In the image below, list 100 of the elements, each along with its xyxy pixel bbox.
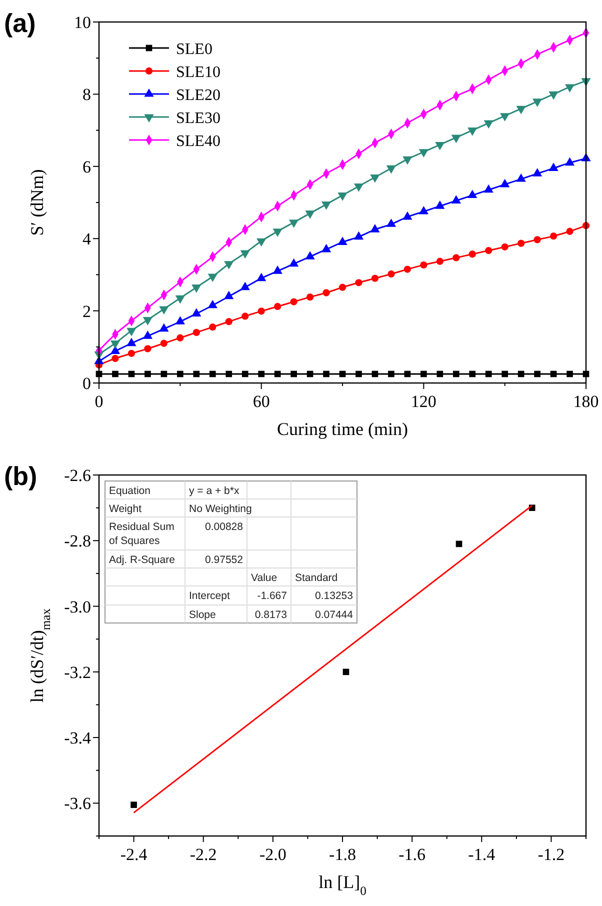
point xyxy=(468,250,476,258)
chart-title: (a) xyxy=(4,8,36,38)
point xyxy=(566,228,574,235)
point xyxy=(288,220,299,228)
point xyxy=(128,350,136,357)
y-tick-label: 10 xyxy=(74,13,91,32)
annotation: Value xyxy=(251,572,278,584)
legend-label: SLE0 xyxy=(176,41,212,58)
point xyxy=(323,370,330,378)
point xyxy=(290,370,297,378)
point xyxy=(404,370,411,378)
y-tick-label: -3.4 xyxy=(64,728,92,748)
x-tick-label: 60 xyxy=(252,392,270,411)
point xyxy=(566,370,573,378)
annotation: 0.07444 xyxy=(315,609,354,621)
x-tick-label: 0 xyxy=(94,392,104,411)
point xyxy=(110,346,120,354)
annotation: Weight xyxy=(109,503,142,515)
point xyxy=(456,540,462,548)
point xyxy=(225,318,232,326)
point xyxy=(420,370,427,378)
y-axis-title: S′ (dNm) xyxy=(27,169,47,236)
point xyxy=(501,243,508,250)
point xyxy=(256,238,266,247)
x-axis-title: ln [L]$_{0}$ xyxy=(318,872,366,898)
x-tick-label: -1.8 xyxy=(329,845,356,864)
point xyxy=(435,142,445,150)
point xyxy=(209,370,216,378)
point xyxy=(550,232,558,240)
point xyxy=(564,84,575,93)
point xyxy=(338,192,348,201)
annotation: 0.13253 xyxy=(315,590,354,602)
point xyxy=(258,308,265,315)
point xyxy=(420,261,428,269)
point xyxy=(388,270,395,278)
point xyxy=(126,338,136,346)
point xyxy=(274,370,281,378)
point xyxy=(550,370,557,378)
point xyxy=(342,668,350,676)
point xyxy=(518,370,524,378)
point xyxy=(534,236,541,244)
point xyxy=(144,345,152,352)
annotation: y = a + b*x xyxy=(189,485,240,497)
point xyxy=(242,370,248,378)
x-tick-label: -1.6 xyxy=(398,845,426,864)
annotation: Adj. R-Square xyxy=(109,554,176,566)
point xyxy=(175,295,185,304)
annotation: Intercept xyxy=(189,590,230,602)
point xyxy=(290,298,298,306)
point xyxy=(516,106,526,114)
point xyxy=(258,370,264,378)
point xyxy=(128,370,135,378)
point xyxy=(226,370,232,378)
point xyxy=(242,312,249,320)
x-tick-label: -2.4 xyxy=(120,845,148,864)
annotation: Standard xyxy=(295,572,338,584)
point xyxy=(240,282,250,290)
point xyxy=(112,354,119,362)
x-tick-label: -2.2 xyxy=(190,845,217,864)
point xyxy=(208,274,218,282)
annotation: 0.97552 xyxy=(205,554,244,566)
annotation: Equation xyxy=(109,485,151,497)
point xyxy=(274,302,282,310)
y-tick-label: 0 xyxy=(82,374,91,393)
point xyxy=(321,202,332,210)
annotation: 0.8173 xyxy=(254,609,288,621)
chart-title: (b) xyxy=(4,461,38,491)
point xyxy=(177,370,184,378)
point xyxy=(144,370,151,378)
point xyxy=(518,240,525,247)
point xyxy=(306,294,314,301)
point xyxy=(484,120,494,129)
annotation: -1.667 xyxy=(257,590,288,602)
point xyxy=(112,370,118,378)
y-tick-label: -2.6 xyxy=(64,466,91,485)
point xyxy=(402,156,412,165)
legend-label: SLE20 xyxy=(176,87,220,104)
point xyxy=(436,258,444,265)
point xyxy=(160,370,168,378)
y-tick-label: 2 xyxy=(82,302,91,321)
x-tick-label: 180 xyxy=(573,392,599,411)
point xyxy=(534,370,540,378)
point xyxy=(468,128,478,136)
point xyxy=(240,250,250,259)
x-tick-label: -1.4 xyxy=(468,845,496,864)
x-tick-label: -1.2 xyxy=(538,845,565,864)
point xyxy=(193,370,200,378)
point xyxy=(126,328,136,336)
point xyxy=(452,254,460,262)
annotation: Residual Sum of Squares xyxy=(109,521,175,547)
point xyxy=(272,228,282,237)
point xyxy=(338,284,346,291)
point xyxy=(436,370,444,378)
point xyxy=(371,274,379,282)
point xyxy=(452,370,460,378)
point xyxy=(372,370,378,378)
point xyxy=(500,113,510,122)
x-axis-title: Curing time (min) xyxy=(277,419,408,439)
point xyxy=(160,340,168,347)
point xyxy=(354,183,364,192)
